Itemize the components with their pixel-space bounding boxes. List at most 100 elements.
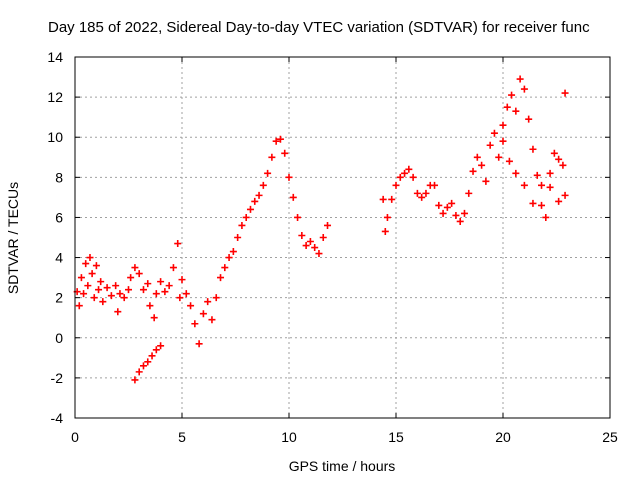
- plot-frame: [74, 56, 611, 419]
- x-tick-label: 20: [495, 429, 511, 445]
- data-marks: [73, 75, 569, 384]
- data-point: [473, 153, 481, 161]
- data-point: [90, 294, 98, 302]
- y-tick-label: -4: [51, 410, 64, 426]
- data-point: [212, 294, 220, 302]
- data-point: [448, 199, 456, 207]
- data-point: [92, 262, 100, 270]
- data-point: [255, 191, 263, 199]
- data-point: [443, 203, 451, 211]
- data-point: [229, 248, 237, 256]
- data-point: [505, 157, 513, 165]
- data-point: [221, 264, 229, 272]
- data-point: [131, 376, 139, 384]
- data-point: [204, 298, 212, 306]
- data-point: [178, 276, 186, 284]
- data-point: [508, 91, 516, 99]
- data-point: [125, 286, 132, 294]
- data-point: [520, 181, 528, 189]
- data-point: [529, 199, 537, 207]
- data-point: [131, 264, 139, 272]
- data-point: [499, 121, 507, 129]
- data-point: [298, 231, 306, 239]
- data-point: [306, 238, 314, 246]
- data-point: [561, 89, 569, 97]
- data-point: [120, 294, 128, 302]
- data-point: [95, 286, 103, 294]
- data-point: [246, 205, 254, 213]
- data-point: [107, 292, 115, 300]
- data-point: [302, 242, 310, 250]
- x-tick-label: 15: [388, 429, 404, 445]
- data-point: [276, 135, 284, 143]
- y-tick-label: 4: [55, 250, 63, 266]
- x-tick-label: 5: [178, 429, 186, 445]
- data-point: [157, 342, 165, 350]
- y-tick-label: 10: [47, 129, 63, 145]
- data-point: [174, 240, 182, 248]
- data-point: [268, 153, 276, 161]
- data-point: [88, 270, 96, 278]
- data-point: [465, 189, 473, 197]
- data-point: [452, 211, 460, 219]
- data-point: [82, 260, 90, 268]
- data-point: [150, 314, 158, 322]
- data-point: [383, 213, 391, 221]
- data-point: [490, 129, 498, 137]
- data-point: [555, 155, 563, 163]
- data-point: [148, 352, 156, 360]
- data-point: [97, 278, 105, 286]
- data-point: [208, 316, 216, 324]
- grid: [75, 57, 610, 418]
- data-point: [217, 274, 225, 282]
- data-point: [499, 137, 507, 145]
- data-point: [311, 244, 319, 252]
- data-point: [486, 141, 494, 149]
- data-point: [533, 171, 541, 179]
- data-point: [77, 274, 85, 282]
- data-point: [176, 294, 184, 302]
- data-point: [238, 221, 246, 229]
- y-tick-label: 2: [55, 290, 63, 306]
- data-point: [161, 288, 169, 296]
- data-point: [439, 209, 447, 217]
- data-point: [127, 274, 135, 282]
- data-point: [152, 346, 160, 354]
- data-point: [538, 181, 546, 189]
- x-tick-label: 0: [71, 429, 79, 445]
- data-point: [478, 161, 486, 169]
- data-point: [431, 181, 439, 189]
- data-point: [225, 254, 233, 262]
- data-point: [538, 201, 546, 209]
- data-point: [460, 209, 468, 217]
- data-point: [146, 302, 154, 310]
- data-point: [152, 290, 160, 298]
- x-tick-label: 10: [281, 429, 297, 445]
- data-point: [324, 221, 332, 229]
- data-point: [103, 284, 111, 292]
- data-point: [294, 213, 302, 221]
- axis-ticks: 0 5 10 15 20 25 -4 -2 0 2 4 6 8 10 12 14: [47, 49, 618, 445]
- data-point: [195, 340, 203, 348]
- data-point: [381, 227, 389, 235]
- data-point: [529, 145, 537, 153]
- data-point: [75, 302, 83, 310]
- data-point: [418, 193, 426, 201]
- x-axis-label: GPS time / hours: [289, 458, 396, 474]
- data-point: [520, 85, 528, 93]
- data-point: [435, 201, 443, 209]
- y-tick-label: 14: [47, 49, 63, 65]
- data-point: [319, 234, 327, 241]
- data-point: [315, 250, 323, 258]
- data-point: [401, 169, 409, 177]
- y-tick-label: 12: [47, 89, 63, 105]
- data-point: [413, 189, 421, 197]
- data-point: [84, 282, 92, 290]
- data-point: [264, 169, 272, 177]
- data-point: [396, 173, 404, 181]
- y-tick-label: 0: [55, 330, 63, 346]
- data-point: [546, 183, 554, 191]
- data-point: [392, 181, 400, 189]
- data-point: [512, 107, 520, 115]
- data-point: [234, 234, 242, 241]
